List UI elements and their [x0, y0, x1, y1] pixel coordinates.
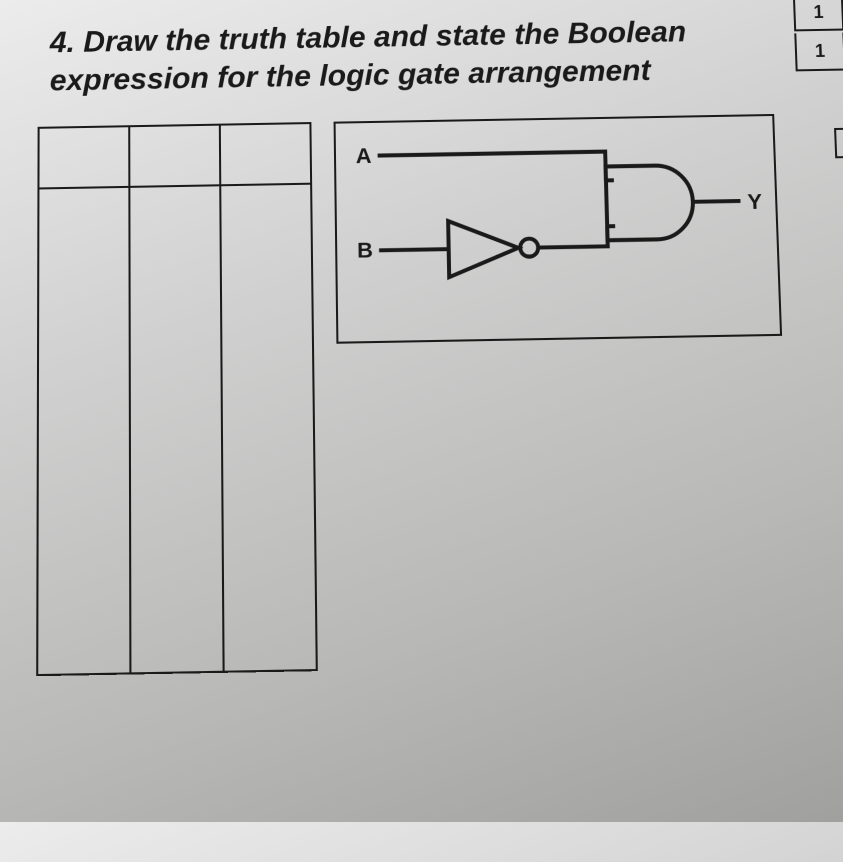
not-gate-icon — [448, 220, 519, 277]
question-line1: Draw the truth table and state the Boole… — [83, 15, 686, 58]
input-label-a: A — [356, 143, 372, 168]
table-header-row — [39, 124, 310, 189]
table-header-cell — [221, 124, 310, 184]
and-gate-icon — [606, 165, 694, 240]
wire-not-to-and — [538, 226, 608, 247]
score-box: 1 — [793, 0, 843, 31]
table-header-cell — [130, 126, 221, 186]
table-header-cell — [39, 127, 130, 187]
output-label-y: Y — [747, 189, 762, 214]
logic-circuit: A B Y — [334, 114, 783, 344]
circuit-svg: A B Y — [336, 116, 780, 342]
question-line2: expression for the logic gate arrangemen… — [50, 53, 651, 97]
score-box: 1 — [794, 33, 843, 72]
table-body — [38, 185, 315, 674]
truth-table — [36, 122, 318, 676]
wire-a-to-and — [378, 152, 606, 185]
question-text: 4. Draw the truth table and state the Bo… — [50, 12, 753, 99]
wire-and-to-y — [693, 201, 741, 202]
cutoff-box — [834, 128, 843, 159]
table-column — [38, 188, 131, 674]
table-column — [221, 185, 315, 671]
input-label-b: B — [357, 238, 373, 263]
margin-score-boxes: 1 1 — [793, 0, 843, 71]
wire-b-to-not — [379, 249, 449, 250]
question-number: 4. — [50, 26, 75, 59]
table-column — [130, 186, 224, 672]
